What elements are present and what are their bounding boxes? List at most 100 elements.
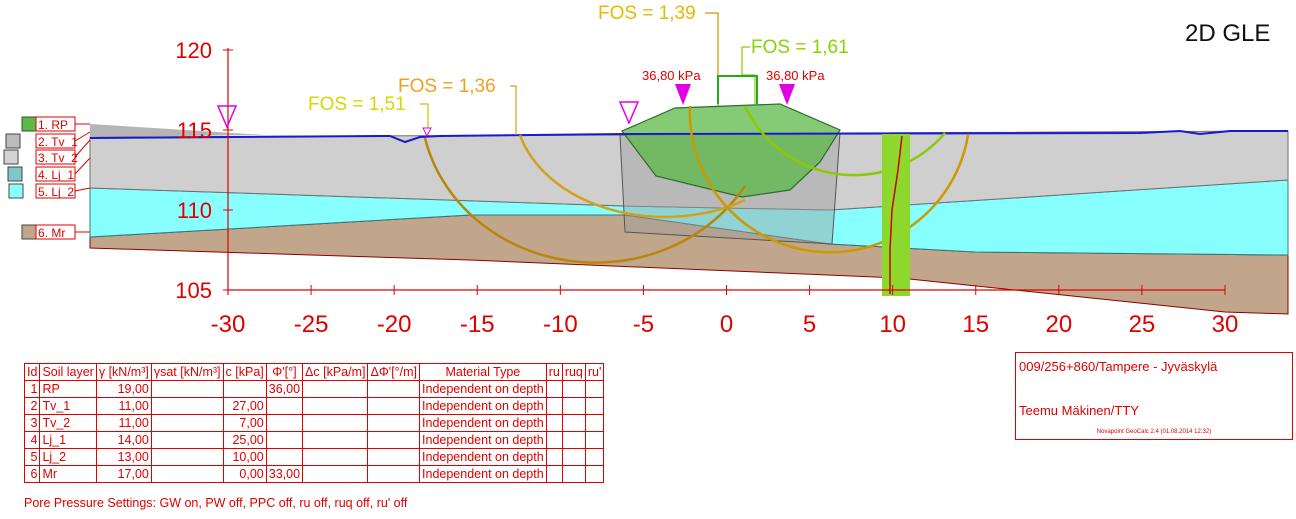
x-tick-label: 25 <box>1129 311 1156 338</box>
table-cell: 36,00 <box>265 380 304 398</box>
table-cell <box>150 448 224 466</box>
pore-pressure-settings: Pore Pressure Settings: GW on, PW off, P… <box>24 496 408 510</box>
info-box: 009/256+860/Tampere - Jyväskylä Teemu Mä… <box>1015 352 1293 440</box>
soil-table-header-cell: Id <box>23 363 41 381</box>
table-cell: RP <box>39 380 97 398</box>
fos-151-leader <box>420 103 429 128</box>
table-cell <box>584 465 605 483</box>
soil-table-body: 1 RP 19,00 36,00 Independent on depth 2 Tv_1 11… <box>23 380 605 483</box>
soil-table-header-cell: Φ'[°] <box>265 363 304 381</box>
slip-circle-fos-151 <box>518 134 746 219</box>
fos-label-139: FOS = 1,39 <box>598 3 696 24</box>
gw-marker-small <box>422 127 432 138</box>
table-cell <box>561 397 586 415</box>
table-cell <box>367 397 421 415</box>
table-cell <box>150 465 224 483</box>
table-cell <box>302 414 369 432</box>
legend-label: 5. Lj_2 <box>38 185 74 199</box>
soil-table-header-cell: ΔΦ'[°/m] <box>367 363 421 381</box>
table-cell <box>561 380 586 398</box>
x-tick-label: -15 <box>460 311 495 338</box>
table-cell: Lj_1 <box>39 431 97 449</box>
crest-load-box <box>717 75 758 104</box>
table-cell: 10,00 <box>222 448 267 466</box>
legend-swatch <box>7 166 23 182</box>
soil-table-header-cell: c [kPa] <box>222 363 267 381</box>
slip-circle-fos-161 <box>743 105 946 177</box>
x-tick-label: 20 <box>1045 311 1072 338</box>
legend-label: 3. Tv_2 <box>38 151 78 165</box>
fos-label-161: FOS = 1,61 <box>751 37 849 58</box>
table-cell <box>265 431 304 449</box>
author-name: Teemu Mäkinen/TTY <box>1019 403 1139 418</box>
load-label-left: 36,80 kPa <box>642 68 701 83</box>
x-tick-label: 5 <box>803 311 816 338</box>
slip-circle-fos-139 <box>688 105 970 254</box>
table-cell <box>265 448 304 466</box>
soil-table-header: Id Soil layer γ [kN/m³] γsat [kN/m³] c [kPa]… <box>23 363 605 381</box>
table-cell <box>150 431 224 449</box>
table-cell: Independent on depth <box>419 448 547 466</box>
table-cell <box>265 397 304 415</box>
table-row: 2 Tv_1 11,00 27,00 Independent on depth <box>23 397 605 415</box>
table-cell: 27,00 <box>222 397 267 415</box>
fos-label-151: FOS = 1,51 <box>308 94 406 115</box>
table-cell: Independent on depth <box>419 414 547 432</box>
soil-table-header-cell: ru <box>545 363 563 381</box>
legend-label: 6. Mr <box>38 226 65 240</box>
table-cell <box>584 448 605 466</box>
sheet-pile <box>882 134 910 296</box>
table-cell <box>561 465 586 483</box>
table-row: 5 Lj_2 13,00 10,00 Independent on depth <box>23 448 605 466</box>
x-tick-label: -30 <box>211 311 246 338</box>
table-cell <box>545 465 563 483</box>
legend-label: 2. Tv_1 <box>38 135 78 149</box>
soil-table-header-cell: ru' <box>584 363 605 381</box>
table-cell: 33,00 <box>265 465 304 483</box>
table-cell: 1 <box>23 380 41 398</box>
load-arrow-right <box>779 84 795 105</box>
x-tick-label: -20 <box>377 311 412 338</box>
soil-table-header-cell: Δc [kPa/m] <box>302 363 369 381</box>
pile-deflection <box>889 135 903 294</box>
table-cell <box>150 397 224 415</box>
legend-label-box <box>35 133 76 149</box>
legend-swatch <box>8 183 24 199</box>
legend-label-box <box>35 149 76 165</box>
table-cell <box>367 448 421 466</box>
gw-marker-left <box>216 105 238 129</box>
x-tick-label: -25 <box>294 311 329 338</box>
table-cell <box>150 380 224 398</box>
table-row: 4 Lj_1 14,00 25,00 Independent on depth <box>23 431 605 449</box>
load-label-right: 36,80 kPa <box>766 68 825 83</box>
soil-table: Id Soil layer γ [kN/m³] γsat [kN/m³] c [kPa]… <box>23 363 605 483</box>
table-cell <box>545 380 563 398</box>
table-cell <box>545 397 563 415</box>
analysis-method-label: 2D GLE <box>1185 20 1271 47</box>
table-cell <box>302 465 369 483</box>
table-cell <box>367 414 421 432</box>
table-cell: 3 <box>23 414 41 432</box>
table-cell: Independent on depth <box>419 465 547 483</box>
table-cell: 6 <box>23 465 41 483</box>
legend-swatch <box>3 149 19 165</box>
project-name: 009/256+860/Tampere - Jyväskylä <box>1019 359 1218 374</box>
soil-table-header-cell: γ [kN/m³] <box>95 363 152 381</box>
legend-swatch <box>21 116 37 132</box>
legend-label: 4. Lj_1 <box>38 168 74 182</box>
y-tick-label: 105 <box>175 278 212 303</box>
table-cell: Independent on depth <box>419 397 547 415</box>
load-arrow-left <box>675 84 691 105</box>
layer-rp <box>621 103 841 198</box>
table-cell <box>561 414 586 432</box>
slip-circle-fos-136 <box>423 137 747 264</box>
table-cell: 14,00 <box>95 431 152 449</box>
table-cell: 11,00 <box>95 397 152 415</box>
legend-swatch <box>21 224 37 240</box>
soil-table-header-cell: ruq <box>561 363 586 381</box>
table-cell: 13,00 <box>95 448 152 466</box>
axis-ticks: -30 -25 -20 -15 -10 -5 0 5 10 15 20 25 30 105 110 115 12… <box>175 38 1238 338</box>
table-row: 1 RP 19,00 36,00 Independent on depth <box>23 380 605 398</box>
groundwater-line <box>89 129 1288 144</box>
x-tick-label: -10 <box>543 311 578 338</box>
